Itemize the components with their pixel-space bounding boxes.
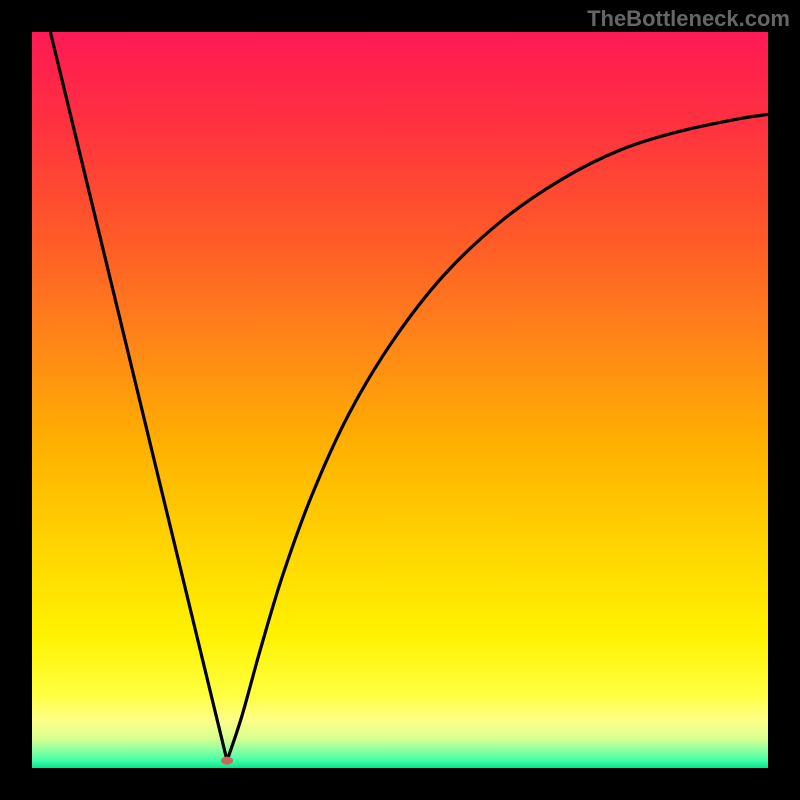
watermark-text: TheBottleneck.com xyxy=(587,6,790,32)
chart-svg xyxy=(32,32,768,768)
plot-area xyxy=(32,32,768,768)
gradient-background xyxy=(32,32,768,768)
chart-container: TheBottleneck.com xyxy=(0,0,800,800)
min-marker xyxy=(221,757,233,765)
